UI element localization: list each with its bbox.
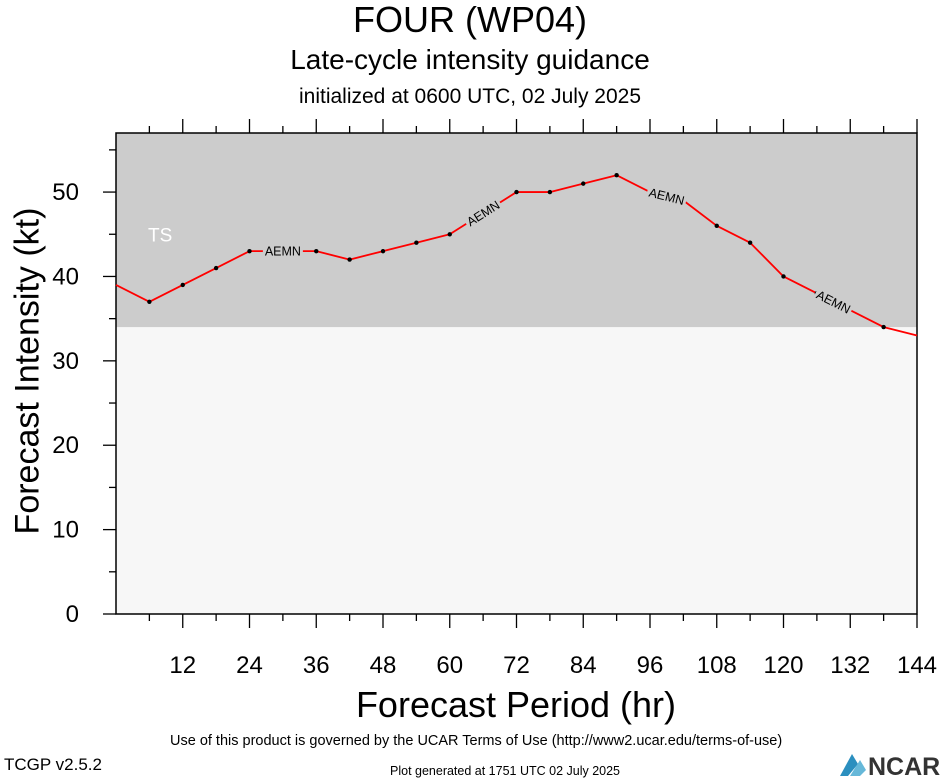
x-tick-label: 72 [503,652,530,679]
data-point [147,300,151,304]
y-tick-label: 40 [52,263,79,290]
x-axis-label: Forecast Period (hr) [0,684,940,726]
x-tick-label: 120 [763,652,803,679]
svg-text:NCAR: NCAR [868,753,940,780]
x-tick-label: 12 [169,652,196,679]
version-label: TCGP v2.5.2 [4,755,102,775]
band-ts [116,133,917,327]
data-point [715,224,719,228]
terms-of-use-notice: Use of this product is governed by the U… [170,733,782,749]
data-point [548,190,552,194]
data-point [881,325,885,329]
y-tick-label: 10 [52,517,79,544]
x-tick-label: 36 [303,652,330,679]
data-point [181,283,185,287]
ncar-logo-mark [840,754,866,776]
x-tick-label: 108 [697,652,737,679]
data-point [314,249,318,253]
x-tick-label: 84 [570,652,597,679]
x-tick-label: 24 [236,652,263,679]
y-tick-label: 0 [66,601,79,628]
series-label-text: AEMN [265,245,301,259]
y-axis-label: Forecast Intensity (kt) [9,208,48,535]
data-point [781,274,785,278]
band-label-ts: TS [148,225,172,246]
series-label-aemn: AEMN [263,243,303,259]
data-point [614,173,618,177]
data-point [414,241,418,245]
intensity-chart: TS 12 24 36 48 60 72 84 96 108 120 132 144 0 10 20 30 40 5… [0,0,940,780]
data-point [448,232,452,236]
data-point [748,241,752,245]
x-tick-label: 96 [637,652,664,679]
data-point [247,249,251,253]
data-point [347,257,351,261]
x-tick-label: 60 [436,652,463,679]
data-point [381,249,385,253]
x-tick-label: 48 [370,652,397,679]
data-point [514,190,518,194]
y-tick-label: 50 [52,179,79,206]
x-tick-label: 144 [897,652,937,679]
ncar-logo: NCAR [838,750,940,780]
data-point [214,266,218,270]
y-tick-label: 20 [52,432,79,459]
y-tick-label: 30 [52,348,79,375]
data-point [581,181,585,185]
generation-time: Plot generated at 1751 UTC 02 July 2025 [390,764,620,778]
x-tick-label: 132 [830,652,870,679]
